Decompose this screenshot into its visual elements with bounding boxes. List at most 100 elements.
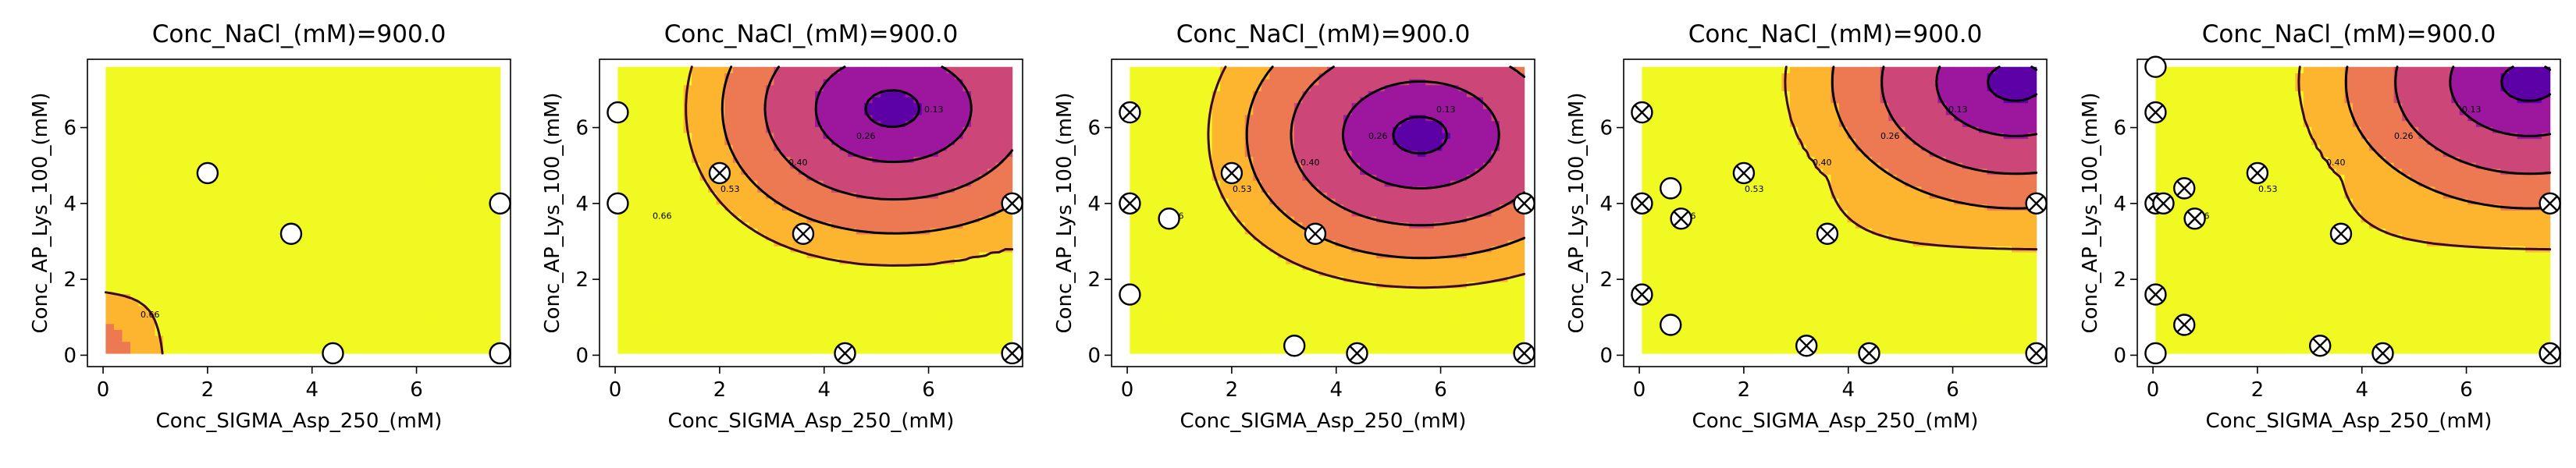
y-tick-label: 2 xyxy=(1599,268,1613,292)
data-point-crossed xyxy=(1119,192,1141,215)
data-point xyxy=(1283,335,1306,357)
data-point xyxy=(2144,55,2167,78)
contour-line-0_13 xyxy=(2500,66,2552,102)
chart-panel-5: 0.660.530.400.260.1302460246Conc_NaCl_(m… xyxy=(2079,20,2561,433)
x-tick-label: 0 xyxy=(2147,378,2160,402)
y-tick-label: 0 xyxy=(575,344,589,367)
data-point-crossed xyxy=(1858,342,1880,365)
axes-frame xyxy=(1111,58,1535,367)
contour-label: 0.26 xyxy=(856,131,876,141)
data-point-crossed xyxy=(1513,342,1535,365)
x-axis-label: Conc_SIGMA_Asp_250_(mM) xyxy=(2206,410,2492,433)
data-point xyxy=(2144,342,2167,365)
contour-fill xyxy=(105,66,501,354)
axes-frame xyxy=(1623,58,2048,367)
contour-label: 0.53 xyxy=(2258,184,2278,194)
y-tick-label: 0 xyxy=(1087,344,1101,367)
contour-label: 0.13 xyxy=(1948,105,1968,115)
contour-line-0_13 xyxy=(864,89,920,129)
contour-lines xyxy=(1784,66,2038,251)
axes-frame xyxy=(2137,58,2561,367)
y-tick-label: 6 xyxy=(575,117,589,140)
y-tick-label: 4 xyxy=(1087,193,1101,216)
y-tick-label: 4 xyxy=(575,193,589,216)
x-tick-label: 4 xyxy=(1329,378,1343,402)
x-tick-label: 2 xyxy=(201,378,215,402)
contour-label: 0.40 xyxy=(2326,158,2346,168)
x-tick-label: 6 xyxy=(1434,378,1447,402)
y-tick-label: 6 xyxy=(1599,117,1613,140)
contour-label: 0.13 xyxy=(2462,105,2482,115)
data-point xyxy=(607,101,629,124)
data-point xyxy=(279,222,303,245)
contour-line-0_53 xyxy=(1831,66,2038,210)
data-point-crossed xyxy=(1304,222,1327,245)
data-point xyxy=(1660,314,1682,336)
y-tick-label: 0 xyxy=(2113,344,2126,367)
data-point-crossed xyxy=(1631,101,1653,124)
data-point-crossed xyxy=(2539,342,2561,365)
x-axis-label: Conc_SIGMA_Asp_250_(mM) xyxy=(1180,410,1467,433)
x-tick-label: 4 xyxy=(1841,378,1855,402)
data-point-crossed xyxy=(792,222,815,245)
contour-lines xyxy=(2297,66,2552,251)
contour-label: 0.40 xyxy=(788,158,808,168)
chart-title: Conc_NaCl_(mM)=900.0 xyxy=(1176,20,1471,48)
axes-frame xyxy=(87,58,511,367)
y-tick-label: 6 xyxy=(1087,117,1101,140)
contour-line-0_4 xyxy=(2394,66,2552,176)
data-point xyxy=(607,192,629,215)
x-tick-label: 0 xyxy=(609,378,622,402)
data-point-crossed xyxy=(2246,161,2269,185)
data-point-crossed xyxy=(1732,161,1756,185)
x-tick-label: 4 xyxy=(2355,378,2368,402)
x-tick-label: 0 xyxy=(1121,378,1134,402)
contour-line-0_13 xyxy=(1392,115,1449,155)
x-tick-label: 2 xyxy=(713,378,727,402)
x-axis-label: Conc_SIGMA_Asp_250_(mM) xyxy=(156,410,443,433)
contour-fill xyxy=(2155,66,2551,354)
data-point-crossed xyxy=(2025,342,2048,365)
data-point-crossed xyxy=(708,161,731,185)
x-axis-label: Conc_SIGMA_Asp_250_(mM) xyxy=(668,410,955,433)
data-point-crossed xyxy=(1795,335,1818,357)
contour-line-0_26 xyxy=(2449,66,2552,137)
data-point-crossed xyxy=(1220,161,1244,185)
chart-panel-1: 0.66 0 2 4 6 0 2 4 6 Conc_NaCl_(mM)=900.0 Conc_SIG… xyxy=(29,20,511,433)
contour-label: 0.40 xyxy=(1300,158,1320,168)
x-tick-label: 0 xyxy=(97,378,110,402)
x-tick-label: 2 xyxy=(1226,378,1239,402)
data-point-crossed xyxy=(2144,283,2167,306)
x-tick-label: 6 xyxy=(1946,378,1959,402)
contour-fill xyxy=(1642,66,2037,354)
contour-line-0_53 xyxy=(720,66,1014,235)
contour-line-0_53 xyxy=(2344,66,2552,210)
data-point-crossed xyxy=(1513,192,1535,215)
contour-line-0_66 xyxy=(104,291,164,355)
x-tick-label: 6 xyxy=(2460,378,2473,402)
y-axis-label: Conc_AP_Lys_100_(mM) xyxy=(1053,92,1076,333)
x-tick-label: 2 xyxy=(2251,378,2265,402)
data-point-crossed xyxy=(2329,222,2353,245)
y-tick-label: 2 xyxy=(575,268,589,292)
x-tick-label: 4 xyxy=(305,378,318,402)
data-point-crossed xyxy=(834,342,856,365)
data-point-crossed xyxy=(2183,207,2206,230)
x-tick-label: 2 xyxy=(1738,378,1751,402)
data-point xyxy=(489,342,511,365)
contour-label: 0.66 xyxy=(653,211,672,221)
x-tick-label: 6 xyxy=(922,378,935,402)
contour-lines xyxy=(1207,66,1526,289)
data-point-crossed xyxy=(1119,101,1141,124)
contour-line-0_26 xyxy=(1341,80,1500,190)
data-point-crossed xyxy=(2152,192,2175,215)
data-point xyxy=(196,161,219,185)
contour-label: 0.53 xyxy=(720,184,740,194)
contour-line-0_4 xyxy=(1290,66,1526,227)
y-tick-label: 2 xyxy=(2113,268,2126,292)
data-point-crossed xyxy=(1816,222,1839,245)
contour-line-0_66 xyxy=(1207,66,1526,289)
contour-label: 0.13 xyxy=(1436,105,1456,115)
contour-label: 0.40 xyxy=(1813,158,1832,168)
contour-label: 0.26 xyxy=(2394,131,2414,141)
